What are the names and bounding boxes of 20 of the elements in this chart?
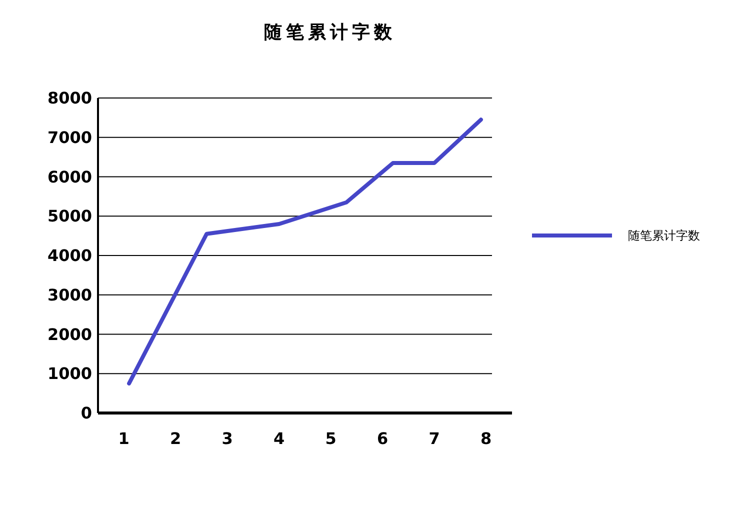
y-tick-label: 2000 [47,324,92,344]
x-tick-label: 8 [480,429,492,448]
x-tick-label: 5 [325,429,336,448]
y-tick-label: 1000 [47,364,92,384]
text: 随笔累计字数 [628,228,700,243]
y-tick-label: 3000 [47,285,92,304]
x-tick-label: 2 [170,429,182,448]
x-tick-label: 7 [428,429,440,448]
y-tick-label: 0 [80,404,92,423]
line-series [127,118,483,386]
y-tick-label: 7000 [47,128,92,147]
x-tick-label: 1 [118,429,130,448]
y-tick-label: 6000 [47,167,92,186]
y-tick-label: 5000 [47,206,92,226]
x-tick-label: 4 [274,429,285,448]
x-tick-label: 3 [222,429,233,448]
chart-title: 随笔累计字数 [264,22,396,43]
y-tick-label: 8000 [47,88,92,108]
y-tick-label: 4000 [47,246,92,266]
x-tick-label: 6 [377,429,388,448]
